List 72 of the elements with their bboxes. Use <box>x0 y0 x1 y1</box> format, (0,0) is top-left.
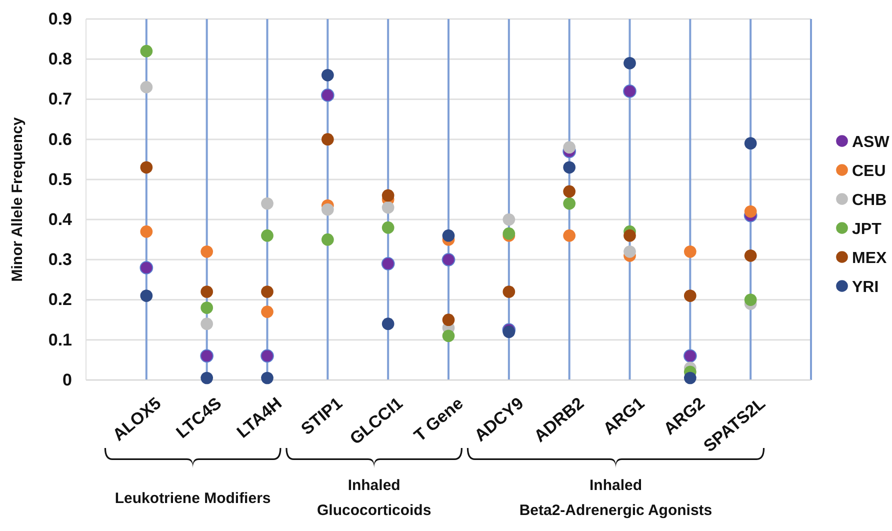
point <box>200 302 214 314</box>
y-tick-label: 0.4 <box>48 210 73 229</box>
point <box>140 225 153 238</box>
point <box>200 318 214 330</box>
point <box>261 372 274 384</box>
point <box>200 245 214 258</box>
point <box>744 249 757 262</box>
y-tick-label: 0.2 <box>48 290 72 310</box>
point <box>321 133 334 146</box>
point <box>624 56 636 70</box>
y-tick-label: 0.5 <box>48 170 72 189</box>
point <box>624 229 636 242</box>
legend-label: YRI <box>852 279 879 296</box>
point <box>623 84 636 98</box>
point <box>382 221 394 234</box>
point <box>382 318 394 330</box>
point <box>261 286 274 298</box>
text: Inhaled Beta2-Adrenergic Agonists <box>519 477 712 519</box>
point <box>200 372 214 384</box>
point <box>261 306 274 318</box>
y-tick-label: 0.9 <box>48 9 72 28</box>
point <box>744 137 757 150</box>
point <box>563 185 576 198</box>
point <box>563 229 576 242</box>
y-axis-title: Minor Allele Frequency <box>9 116 26 282</box>
point <box>563 161 576 174</box>
text: Inhaled Glucocorticoids <box>316 477 432 519</box>
point <box>381 257 395 270</box>
point <box>684 290 696 302</box>
point <box>200 286 214 298</box>
point <box>442 253 456 266</box>
point <box>442 229 455 242</box>
point <box>320 88 334 102</box>
text: Leukotriene Modifiers <box>114 490 271 507</box>
legend-label: JPT <box>852 221 882 238</box>
point <box>321 233 334 246</box>
y-tick-label: 0.6 <box>48 130 72 149</box>
point <box>683 349 697 363</box>
point <box>261 197 274 210</box>
y-tick-label: 0.8 <box>48 50 72 69</box>
point <box>563 141 576 154</box>
point <box>140 161 153 174</box>
point <box>502 286 516 298</box>
point <box>684 245 696 258</box>
point <box>684 372 696 384</box>
point <box>744 294 757 306</box>
y-tick-label: 0.3 <box>48 250 72 270</box>
point <box>321 203 334 216</box>
point <box>382 201 394 214</box>
y-tick-label: 0 <box>62 370 72 390</box>
point <box>321 68 334 82</box>
point <box>260 349 274 363</box>
legend-label: MEX <box>852 250 887 267</box>
legend-label: ASW <box>852 134 890 151</box>
point <box>261 229 274 242</box>
point <box>382 189 394 202</box>
point <box>624 245 636 258</box>
y-tick-label: 0.1 <box>48 330 72 350</box>
point <box>140 44 153 58</box>
point <box>140 261 154 274</box>
legend-label: CEU <box>852 163 886 180</box>
point <box>442 314 455 326</box>
point <box>200 349 214 363</box>
point <box>140 81 153 94</box>
point <box>442 330 455 342</box>
legend-label: CHB <box>852 192 887 209</box>
point <box>502 326 516 338</box>
point <box>563 197 576 210</box>
point <box>502 213 516 226</box>
point <box>140 290 153 302</box>
point <box>744 205 757 218</box>
y-tick-label: 0.7 <box>48 90 72 109</box>
